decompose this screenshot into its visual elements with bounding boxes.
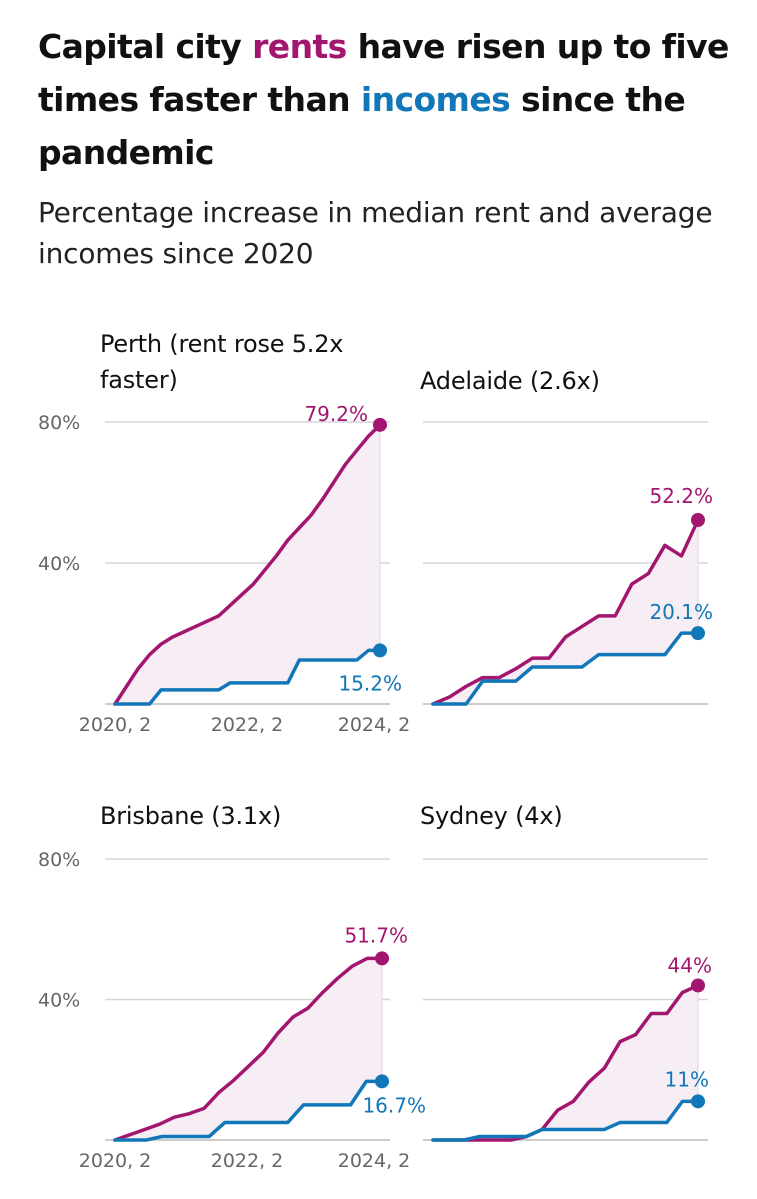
income-line-brisbane — [113, 1079, 384, 1142]
title-part-2: have risen up to five times faster than — [38, 27, 729, 119]
gap-area-adelaide — [433, 519, 698, 704]
income-end-label-brisbane: 16.7% — [362, 1093, 426, 1117]
gap-area-sydney — [433, 985, 698, 1140]
income-end-point-brisbane — [375, 1074, 389, 1089]
panel-perth: 80% 40% 2020, 2 2022, 2 2024, 2 79.2% 15.2% — [38, 402, 410, 736]
y-tick-label-brisbane-1: 40% — [38, 990, 80, 1012]
x-tick-label-perth-2: 2024, 2 — [338, 714, 411, 736]
x-tick-label-brisbane-2: 2024, 2 — [338, 1150, 411, 1172]
rent-line-sydney — [431, 983, 700, 1142]
rent-end-label-brisbane: 51.7% — [344, 923, 408, 947]
rent-end-label-adelaide: 52.2% — [649, 484, 713, 508]
x-tick-label-brisbane-1: 2022, 2 — [211, 1150, 284, 1172]
income-line-adelaide — [431, 631, 700, 706]
y-tick-label-perth-1: 40% — [38, 553, 80, 575]
x-tick-label-perth-1: 2022, 2 — [211, 714, 284, 736]
rent-end-point-perth — [373, 417, 387, 432]
title-part-1: Capital city — [38, 27, 253, 66]
x-tick-label-perth-0: 2020, 2 — [79, 714, 152, 736]
gap-area-brisbane — [115, 958, 382, 1140]
income-end-point-perth — [373, 643, 387, 658]
panel-title-adelaide: Adelaide (2.6x) — [420, 367, 600, 395]
y-tick-label-perth-0: 80% — [38, 412, 80, 434]
panel-title-brisbane: Brisbane (3.1x) — [100, 802, 282, 830]
y-tick-label-brisbane-0: 80% — [38, 849, 80, 871]
income-line-sydney — [431, 1099, 700, 1142]
income-end-label-perth: 15.2% — [338, 671, 402, 695]
rent-end-point-sydney — [691, 978, 705, 993]
income-line-perth — [113, 648, 382, 706]
panel-title-sydney: Sydney (4x) — [420, 802, 563, 830]
title-incomes-word: incomes — [360, 80, 511, 119]
panel-title-perth: Perth (rent rose 5.2x faster) — [100, 330, 344, 394]
chart-subtitle: Percentage increase in median rent and a… — [38, 196, 713, 270]
income-end-point-sydney — [691, 1094, 705, 1109]
panel-brisbane: 80% 40% 2020, 2 2022, 2 2024, 2 51.7% 16.7% — [38, 849, 426, 1172]
chart-title: Capital city rents have risen up to five… — [38, 20, 738, 179]
income-end-label-adelaide: 20.1% — [649, 600, 713, 624]
income-end-point-adelaide — [691, 626, 705, 641]
rent-line-adelaide — [431, 518, 700, 706]
panel-adelaide: 52.2% 20.1% — [423, 421, 713, 706]
x-tick-label-brisbane-0: 2020, 2 — [79, 1150, 152, 1172]
rent-line-perth — [113, 423, 382, 706]
rent-line-brisbane — [113, 956, 384, 1142]
panel-sydney: 44% 11% — [423, 858, 712, 1142]
rent-end-label-perth: 79.2% — [304, 402, 368, 426]
income-end-label-sydney: 11% — [665, 1067, 709, 1091]
rent-end-point-brisbane — [375, 951, 389, 966]
title-part-3: since the pandemic — [38, 80, 686, 172]
rent-end-point-adelaide — [691, 512, 705, 527]
rent-end-label-sydney: 44% — [668, 953, 712, 977]
gap-area-perth — [115, 424, 380, 704]
title-rents-word: rents — [252, 27, 347, 66]
